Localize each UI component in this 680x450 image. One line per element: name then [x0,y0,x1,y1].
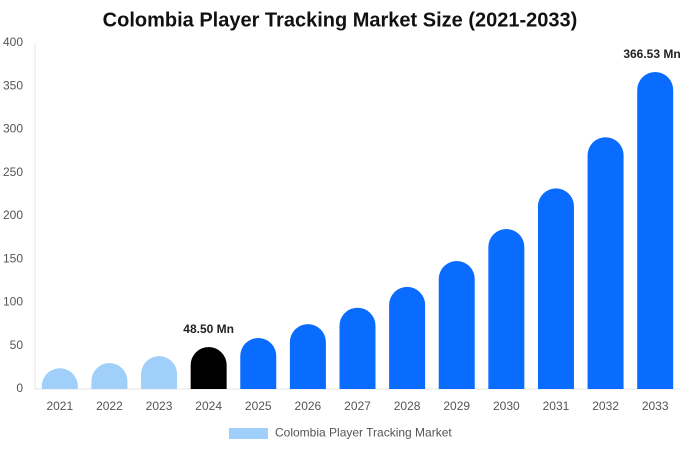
legend-label: Colombia Player Tracking Market [275,426,452,440]
bar [339,307,376,389]
x-tick-label: 2030 [493,399,520,413]
y-tick-label: 200 [3,208,23,222]
bar [190,347,227,389]
bar [637,71,674,390]
bar [438,260,475,389]
y-tick-label: 150 [3,251,23,265]
x-tick-label: 2025 [245,399,272,413]
x-tick-label: 2029 [443,399,470,413]
x-tick-label: 2031 [543,399,570,413]
x-tick-label: 2024 [195,399,222,413]
y-tick-label: 250 [3,165,23,179]
x-tick-label: 2032 [592,399,619,413]
chart-title: Colombia Player Tracking Market Size (20… [103,9,578,31]
bar [587,137,624,389]
y-tick-label: 400 [3,35,23,49]
x-tick-label: 2033 [642,399,669,413]
bar [91,363,128,389]
y-tick-label: 100 [3,295,23,309]
x-tick-label: 2027 [344,399,371,413]
value-label: 366.53 Mn [623,47,680,61]
bar [41,368,78,389]
bar [240,337,277,389]
bar [537,188,574,389]
bar [289,324,326,389]
x-tick-label: 2022 [96,399,123,413]
bar [488,228,525,389]
y-tick-label: 0 [16,381,23,395]
value-label: 48.50 Mn [183,322,234,336]
x-tick-label: 2021 [46,399,73,413]
x-tick-label: 2023 [146,399,173,413]
bar [141,356,178,389]
x-tick-label: 2026 [295,399,322,413]
y-tick-label: 50 [10,338,24,352]
x-tick-label: 2028 [394,399,421,413]
bar [389,286,426,389]
y-tick-label: 300 [3,122,23,136]
y-tick-label: 350 [3,78,23,92]
legend-swatch [229,428,268,439]
